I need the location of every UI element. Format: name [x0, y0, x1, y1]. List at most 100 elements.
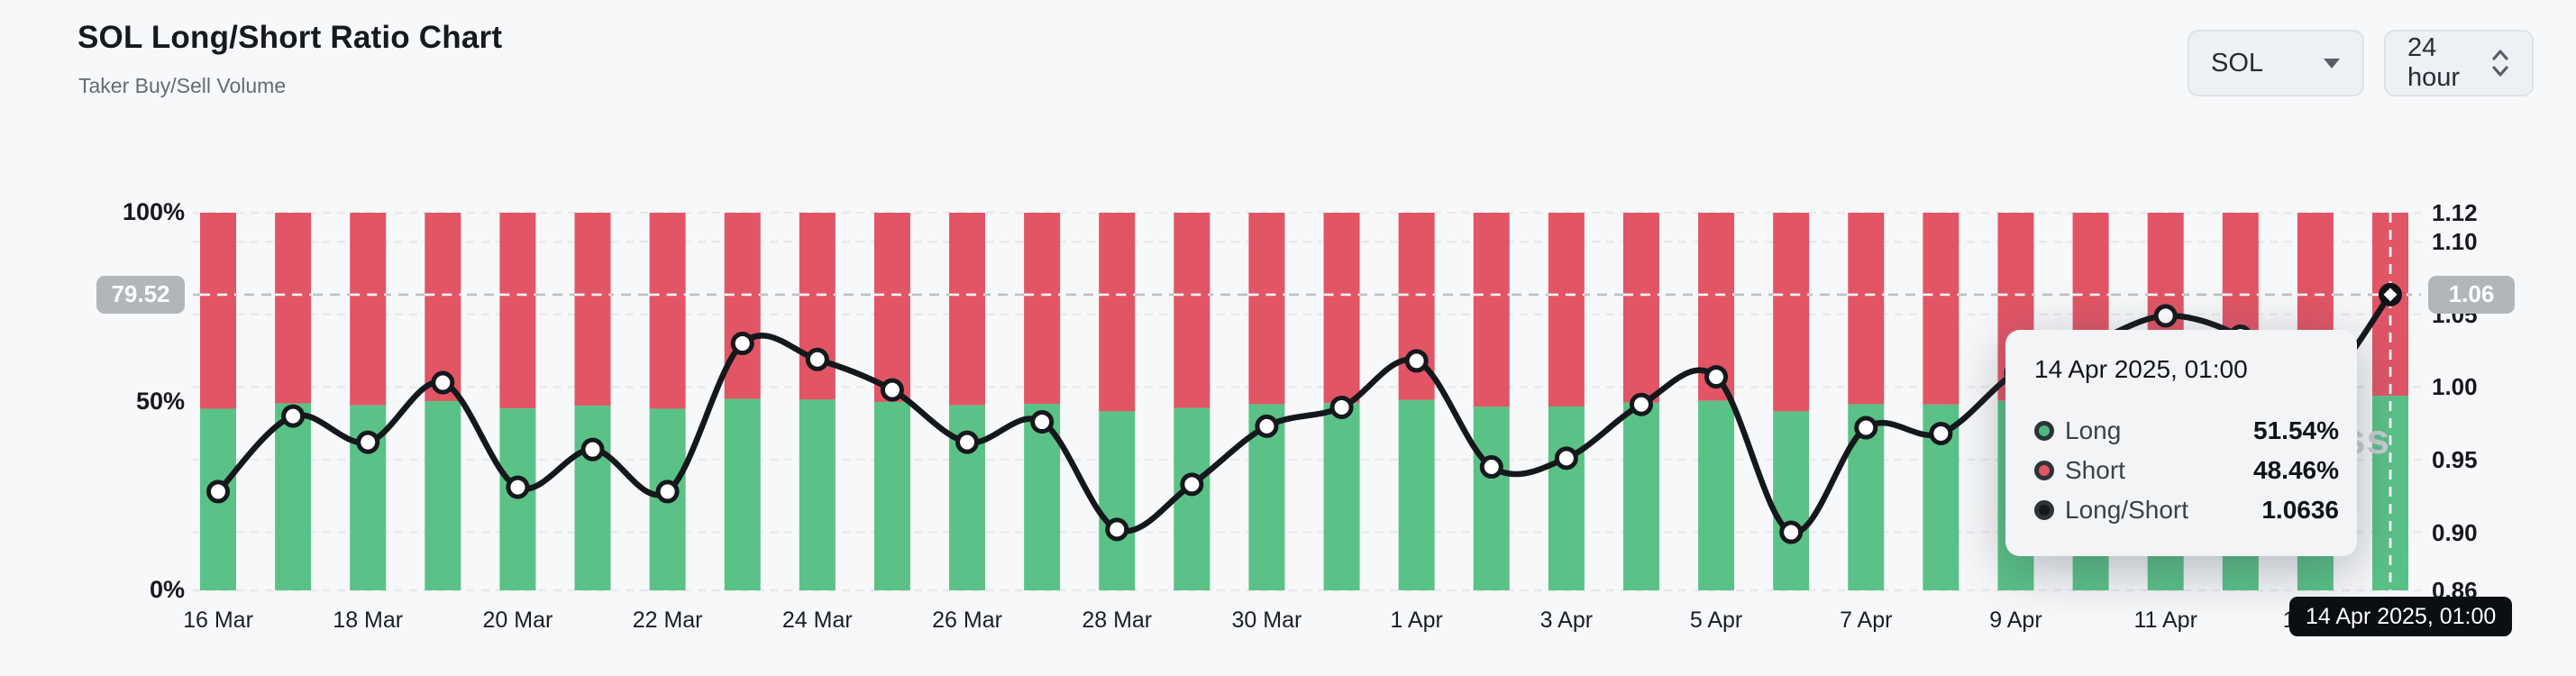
line-marker[interactable]	[1329, 395, 1354, 419]
y-axis-tick-right: 1.10	[2432, 228, 2478, 256]
line-marker[interactable]	[655, 480, 680, 504]
bar-segment-long[interactable]	[425, 401, 461, 590]
bar-segment-short[interactable]	[1848, 213, 1885, 405]
bar-segment-long[interactable]	[499, 408, 536, 590]
x-axis-tick: 26 Mar	[932, 607, 1002, 633]
line-marker[interactable]	[206, 480, 230, 504]
bar-segment-short[interactable]	[1773, 213, 1810, 412]
chart-tooltip: 14 Apr 2025, 01:00 Long 51.54% Short 48.…	[2005, 330, 2357, 556]
bar-segment-long[interactable]	[799, 399, 836, 590]
tooltip-title: 14 Apr 2025, 01:00	[2034, 355, 2248, 383]
y-axis-tick-right: 1.12	[2432, 199, 2478, 226]
x-axis-tick: 7 Apr	[1840, 607, 1893, 633]
ratio-series-icon	[2034, 500, 2054, 520]
bar-segment-short[interactable]	[1024, 213, 1061, 405]
bar-segment-short[interactable]	[1174, 213, 1210, 408]
line-marker[interactable]	[1929, 421, 1953, 445]
x-axis-tick: 22 Mar	[632, 607, 703, 633]
line-marker[interactable]	[1554, 446, 1578, 470]
tooltip-row-short: Short 48.46%	[2034, 451, 2339, 490]
line-marker[interactable]	[955, 430, 980, 454]
line-marker[interactable]	[1255, 414, 1279, 438]
x-axis-tick: 24 Mar	[781, 607, 853, 633]
bar-segment-long[interactable]	[1174, 407, 1210, 590]
tooltip-row-ratio: Long/Short 1.0636	[2034, 490, 2339, 530]
bar-segment-short[interactable]	[1099, 213, 1136, 412]
x-axis-tick: 28 Mar	[1082, 607, 1153, 633]
crosshair-left-axis-badge: 79.52	[96, 275, 185, 314]
y-axis-tick-left: 0%	[149, 576, 185, 603]
bar-segment-short[interactable]	[873, 213, 910, 402]
y-axis-tick-left: 100%	[122, 198, 185, 225]
line-marker[interactable]	[880, 378, 904, 402]
line-marker[interactable]	[805, 347, 829, 371]
x-axis-tick: 20 Mar	[482, 607, 553, 633]
page-title: SOL Long/Short Ratio Chart	[78, 20, 503, 55]
line-marker[interactable]	[1479, 455, 1503, 480]
line-marker[interactable]	[356, 430, 380, 454]
line-marker[interactable]	[1704, 365, 1729, 389]
bar-segment-short[interactable]	[724, 213, 761, 399]
bar-segment-short[interactable]	[949, 213, 986, 406]
page-subtitle: Taker Buy/Sell Volume	[78, 74, 287, 97]
line-marker[interactable]	[1779, 520, 1804, 544]
line-marker[interactable]	[730, 332, 754, 356]
bar-segment-short[interactable]	[1548, 213, 1585, 407]
bar-segment-short[interactable]	[350, 213, 387, 406]
bar-segment-long[interactable]	[275, 403, 312, 590]
bar-segment-short[interactable]	[649, 213, 686, 409]
interval-dropdown[interactable]: 24 hour	[2384, 30, 2534, 96]
bar-segment-long[interactable]	[1698, 400, 1735, 590]
line-marker-active-cross	[2383, 288, 2398, 302]
bar-segment-long[interactable]	[1773, 411, 1810, 590]
tooltip-label: Long/Short	[2065, 496, 2188, 524]
tooltip-value: 48.46%	[2253, 456, 2339, 484]
tooltip-value: 51.54%	[2253, 416, 2339, 444]
bar-segment-short[interactable]	[1473, 213, 1510, 407]
line-marker[interactable]	[580, 437, 605, 461]
chevron-up-down-icon	[2492, 50, 2508, 77]
bar-segment-short[interactable]	[425, 213, 461, 402]
line-marker[interactable]	[506, 475, 530, 499]
bar-segment-long[interactable]	[1398, 399, 1435, 590]
long-series-icon	[2034, 421, 2054, 441]
line-marker[interactable]	[431, 370, 455, 395]
bar-segment-short[interactable]	[1923, 213, 1959, 405]
bar-segment-long[interactable]	[1622, 402, 1659, 590]
line-marker[interactable]	[1629, 392, 1653, 416]
y-axis-tick-left: 50%	[135, 387, 185, 415]
bar-segment-long[interactable]	[574, 406, 611, 590]
bar-segment-long[interactable]	[1473, 407, 1510, 590]
y-axis-tick-right: 0.90	[2432, 518, 2478, 546]
line-marker[interactable]	[1105, 517, 1129, 542]
y-axis-tick-right: 0.95	[2432, 445, 2478, 473]
bar-segment-long[interactable]	[1548, 406, 1585, 590]
bar-segment-short[interactable]	[200, 213, 236, 409]
x-axis-tick: 3 Apr	[1539, 607, 1594, 633]
bar-segment-long[interactable]	[724, 398, 761, 590]
bar-segment-short[interactable]	[799, 213, 836, 400]
line-marker[interactable]	[1404, 349, 1429, 373]
symbol-dropdown[interactable]: SOL	[2188, 30, 2364, 96]
line-marker[interactable]	[1030, 410, 1055, 434]
tooltip-row-long: Long 51.54%	[2034, 411, 2339, 451]
bar-segment-short[interactable]	[1248, 213, 1285, 405]
interval-dropdown-value: 24 hour	[2407, 33, 2461, 92]
line-marker[interactable]	[2153, 304, 2178, 328]
bar-segment-long[interactable]	[1323, 403, 1360, 590]
tooltip-value: 1.0636	[2261, 496, 2339, 524]
bar-segment-short[interactable]	[499, 213, 536, 409]
bar-segment-short[interactable]	[1323, 213, 1360, 404]
bar-segment-short[interactable]	[574, 213, 611, 407]
line-marker[interactable]	[1854, 416, 1878, 440]
x-axis-tick: 1 Apr	[1390, 607, 1443, 633]
crosshair-x-axis-badge: 14 Apr 2025, 01:00	[2289, 597, 2513, 636]
x-axis-tick: 11 Apr	[2133, 607, 2197, 633]
line-marker[interactable]	[281, 404, 306, 428]
bar-segment-short[interactable]	[1622, 213, 1659, 403]
bar-segment-short[interactable]	[275, 213, 312, 404]
bar-segment-long[interactable]	[873, 401, 910, 590]
bar-segment-long[interactable]	[1099, 411, 1136, 590]
line-marker[interactable]	[1180, 472, 1204, 497]
